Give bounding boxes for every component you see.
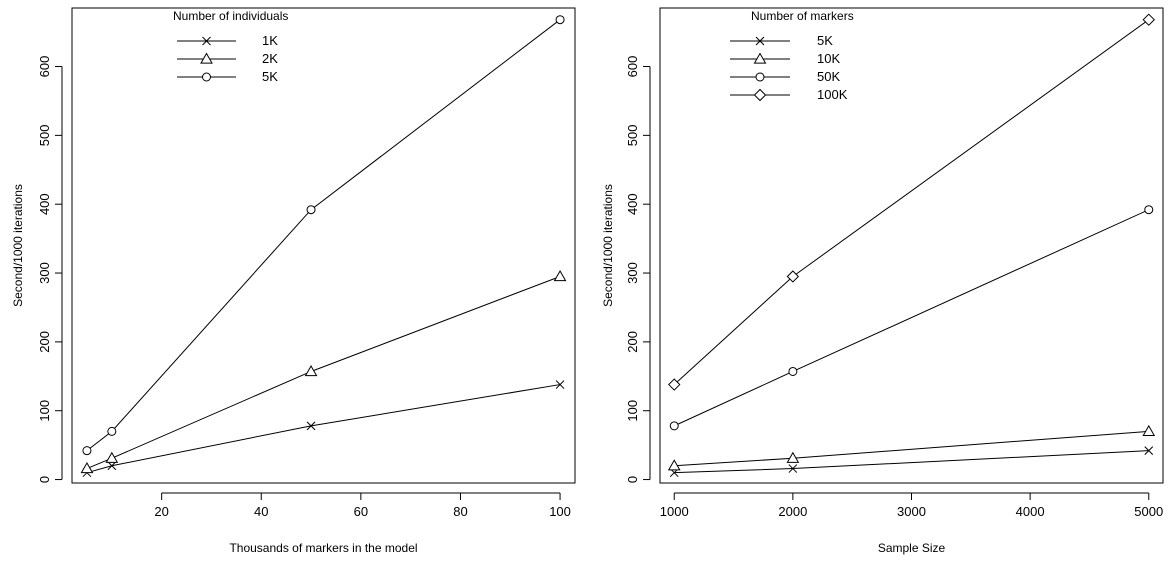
y-tick-label: 600 [37,56,52,78]
data-point-x [306,421,316,431]
y-tick-label: 500 [625,125,640,147]
y-tick-label: 600 [625,56,640,78]
series-50K [669,205,1154,431]
y-tick-label: 200 [625,331,640,353]
x-tick-label: 40 [254,504,268,519]
series-line [86,384,561,474]
series-line [86,19,561,452]
legend-entry-label: 100K [817,87,848,102]
x-tick-label: 60 [354,504,368,519]
series-1K [82,380,565,478]
data-point-triangle [105,451,119,463]
plot-frame [71,7,576,484]
data-point-x-stroke-b [788,464,798,473]
y-tick-label: 300 [625,262,640,284]
y-axis-label: Second/1000 iterations [11,184,25,307]
data-point-x-stroke-b [306,421,316,431]
legend-marker-diamond [753,88,767,102]
x-tick-label: 5000 [1134,504,1163,519]
x-tick-label: 100 [549,504,571,519]
legend-title: Number of markers [751,9,854,23]
legend-entry-label: 2K [262,51,278,66]
legend-entry-label: 50K [817,69,840,84]
data-point-circle [669,421,679,431]
x-axis-label: Thousands of markers in the model [229,541,417,555]
legend-entry-label: 5K [262,69,278,84]
series-10K [667,424,1156,471]
data-point-x-stroke-b [1144,446,1154,455]
y-tick-label: 400 [37,193,52,215]
data-point-x-stroke-b [555,380,565,389]
data-point-x [555,380,565,389]
chart-panel-left: 20 40 60 80 100 Thousands of markers in the m… [11,7,576,555]
data-point-x [107,461,117,471]
x-tick-label: 2000 [778,504,807,519]
x-axis-label: Sample Size [878,541,946,555]
y-tick-label: 400 [625,193,640,215]
series-100K [668,13,1155,391]
legend-marker-x-stroke-b [755,36,765,46]
legend-title: Number of individuals [173,9,288,23]
data-point-triangle [553,269,567,282]
data-point-triangle [304,364,318,377]
data-point-circle [1144,205,1154,215]
data-point-x [788,464,798,473]
series-line [674,430,1149,467]
chart-panel-right: 1000 2000 3000 4000 5000 Sample Size 0 100 200 30… [601,7,1164,555]
series-2K [80,269,567,474]
legend-marker-triangle [753,52,767,64]
y-tick-label: 100 [37,400,52,422]
legend-marker-circle [202,72,211,82]
x-tick-label: 1000 [660,504,689,519]
data-point-triangle [786,451,800,463]
legend-marker-x-stroke-b [202,36,211,46]
data-point-diamond [1142,13,1155,26]
data-point-x [1144,446,1154,455]
legend-marker-x [202,36,211,46]
data-point-circle [82,446,92,456]
legend: Number of markers 5K 10K 50K 100K [730,9,854,102]
y-tick-label: 500 [37,125,52,147]
x-tick-label: 20 [154,504,168,519]
legend-entry-label: 5K [817,33,833,48]
data-point-diamond [786,270,800,283]
series-5K [669,446,1154,478]
data-point-circle [788,366,798,376]
data-point-triangle [667,459,681,471]
data-point-triangle [1142,424,1156,436]
series-line [674,209,1149,427]
x-tick-label: 80 [453,504,467,519]
data-point-diamond [668,378,681,391]
y-tick-label: 200 [37,331,52,353]
legend-marker-circle [755,72,765,82]
legend-marker-x [755,36,765,46]
data-point-x-stroke-b [107,461,117,471]
legend-entry-label: 10K [817,51,840,66]
data-point-circle [107,426,117,436]
x-tick-label: 3000 [897,504,926,519]
data-point-circle [555,15,565,25]
series-5K [82,15,565,456]
series-line [673,19,1150,385]
legend-marker-triangle [200,52,213,64]
y-tick-label: 0 [625,476,640,483]
data-point-triangle [80,462,94,474]
y-tick-label: 300 [37,262,52,284]
legend: Number of individuals 1K 2K 5K [173,9,288,84]
series-line [86,276,561,470]
y-tick-label: 0 [37,476,52,483]
plot-frame [659,7,1164,484]
y-axis-label: Second/1000 iterations [601,184,615,307]
x-tick-label: 4000 [1016,504,1045,519]
y-tick-label: 100 [625,400,640,422]
data-point-circle [306,205,316,215]
legend-entry-label: 1K [262,33,278,48]
